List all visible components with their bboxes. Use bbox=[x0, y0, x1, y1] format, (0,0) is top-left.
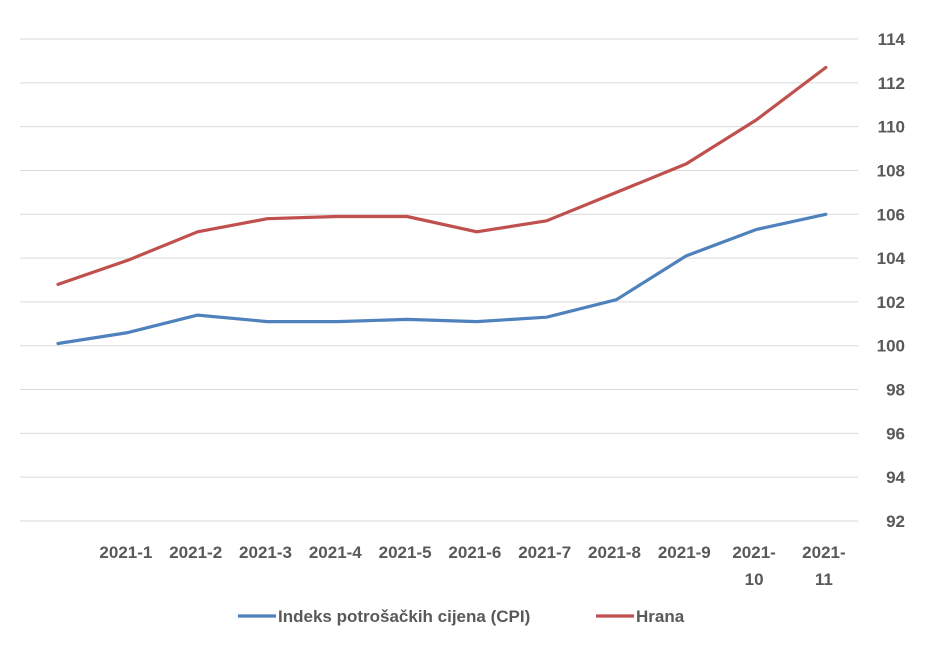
series-line-hrana bbox=[56, 65, 828, 286]
series-lines bbox=[56, 65, 828, 346]
x-tick-label: 2021-4 bbox=[309, 543, 362, 562]
legend-item-cpi-label: Indeks potrošačkih cijena (CPI) bbox=[278, 607, 530, 626]
x-tick-label: 2021-7 bbox=[518, 543, 571, 562]
x-tick-label: 2021-3 bbox=[239, 543, 292, 562]
y-tick-label: 110 bbox=[878, 118, 905, 137]
y-tick-label: 92 bbox=[886, 512, 905, 531]
y-tick-label: 102 bbox=[877, 293, 905, 312]
y-tick-label: 108 bbox=[877, 161, 905, 180]
y-tick-label: 98 bbox=[886, 381, 905, 400]
legend-item-hrana-label: Hrana bbox=[636, 607, 685, 626]
x-tick-label: 2021-2 bbox=[169, 543, 222, 562]
x-tick-label: 2021-10 bbox=[732, 543, 775, 589]
y-tick-label: 106 bbox=[877, 205, 905, 224]
y-tick-label: 94 bbox=[886, 468, 905, 487]
x-tick-label: 2021-11 bbox=[802, 543, 845, 589]
legend: Indeks potrošačkih cijena (CPI) Hrana bbox=[238, 607, 685, 626]
x-tick-label: 2021-5 bbox=[379, 543, 432, 562]
x-tick-label: 2021-1 bbox=[99, 543, 152, 562]
y-tick-label: 114 bbox=[878, 30, 906, 49]
y-axis-ticks: 92 94 96 98 100 102 104 106 108 110 112 114 bbox=[877, 30, 906, 531]
y-tick-label: 100 bbox=[877, 337, 905, 356]
y-tick-label: 96 bbox=[886, 424, 905, 443]
x-tick-label: 2021-6 bbox=[448, 543, 501, 562]
x-tick-label: 2021-8 bbox=[588, 543, 641, 562]
series-line-cpi bbox=[56, 212, 828, 346]
x-tick-label: 2021-9 bbox=[658, 543, 711, 562]
y-tick-label: 104 bbox=[877, 249, 906, 268]
y-tick-label: 112 bbox=[878, 74, 905, 93]
x-axis-ticks: 2021-1 2021-2 2021-3 2021-4 2021-5 2021-6 2021… bbox=[99, 543, 845, 589]
gridlines bbox=[20, 38, 858, 522]
